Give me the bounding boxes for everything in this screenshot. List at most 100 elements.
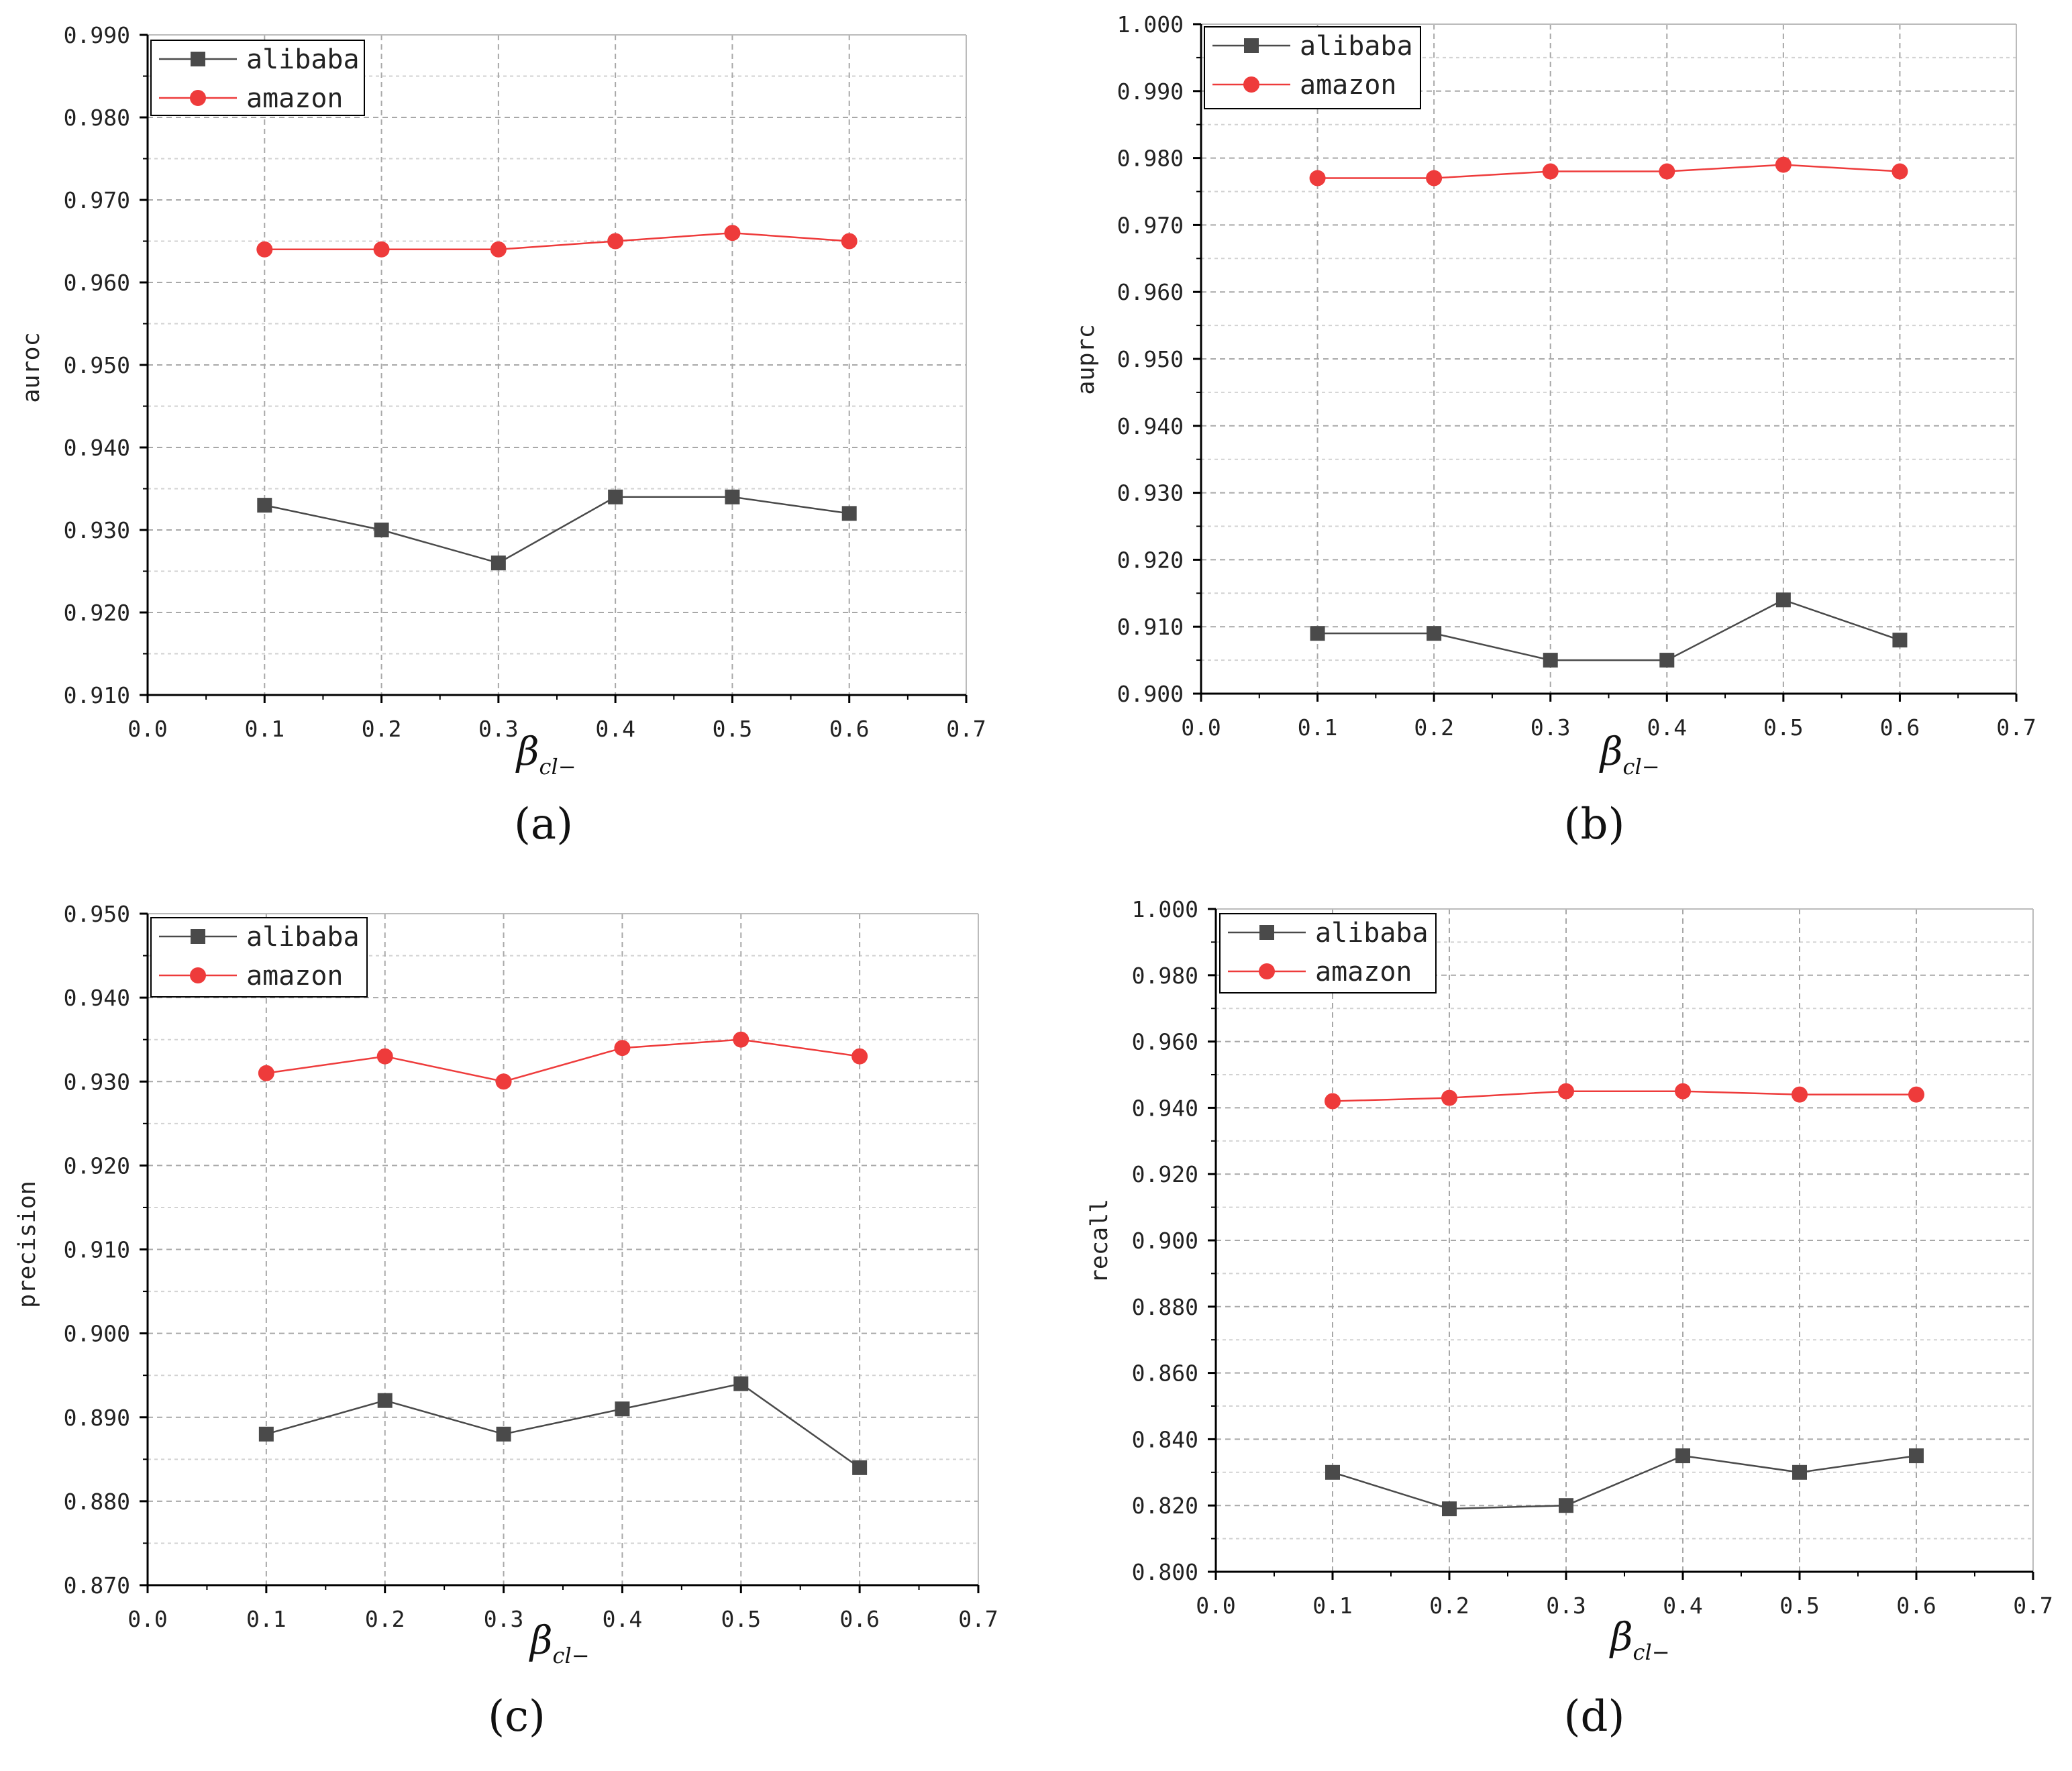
data-point-alibaba [1325,1464,1340,1480]
y-tick-label: 0.960 [64,270,130,296]
data-point-alibaba [258,1426,274,1442]
legend-marker-alibaba [191,929,205,944]
data-point-amazon [490,241,507,258]
data-point-amazon [1441,1089,1457,1106]
x-tick-label: 0.3 [1531,714,1571,741]
x-tick-label: 0.7 [2013,1593,2053,1619]
data-point-amazon [1659,163,1675,180]
data-point-alibaba [1892,633,1908,648]
data-point-alibaba [725,489,740,504]
data-point-alibaba [841,506,857,521]
y-tick-label: 0.930 [64,517,130,543]
x-tick-label: 0.0 [127,1606,168,1632]
series-line-amazon [264,231,849,251]
legend-label-amazon: amazon [1315,957,1412,987]
data-point-alibaba [257,498,272,513]
y-tick-label: 0.880 [1132,1294,1198,1320]
data-point-amazon [841,233,858,250]
x-tick-label: 0.4 [1663,1593,1703,1619]
y-tick-label: 0.970 [1117,212,1184,238]
y-tick-label: 0.900 [1132,1228,1198,1254]
panel-label: (b) [1564,800,1625,849]
data-point-alibaba [496,1426,511,1442]
data-point-alibaba [1909,1448,1924,1464]
data-point-alibaba [374,523,389,537]
series-line-alibaba [266,1383,860,1468]
x-tick-label: 0.2 [1429,1593,1469,1619]
y-tick-label: 0.990 [1117,78,1184,105]
x-tick-label: 0.5 [721,1606,761,1632]
legend-marker-amazon [1243,76,1259,93]
x-tick-label: 0.5 [1763,714,1804,741]
y-tick-label: 0.990 [64,22,130,48]
x-tick-label: 0.2 [365,1606,405,1632]
legend-marker-alibaba [191,52,205,66]
data-point-amazon [607,233,624,250]
y-tick-label: 0.910 [1117,614,1184,640]
y-tick-label: 0.980 [1132,963,1198,989]
y-tick-label: 0.940 [64,985,130,1011]
chart-panel-a: 0.910 0.920 0.930 0.940 0.950 0.960 0.970 0.980… [18,22,986,849]
data-point-alibaba [608,489,623,504]
x-tick-label: 0.1 [1312,1593,1353,1619]
data-point-amazon [1892,163,1908,180]
data-point-alibaba [1675,1448,1690,1464]
x-tick-label: 0.0 [1181,714,1221,741]
y-tick-label: 0.960 [1117,279,1184,305]
y-tick-label: 0.950 [64,901,130,927]
data-point-amazon [1792,1086,1808,1103]
y-tick-label: 0.930 [1117,480,1184,506]
data-point-amazon [1775,156,1792,173]
y-tick-label: 0.860 [1132,1360,1198,1387]
y-tick-label: 0.940 [1132,1095,1198,1121]
legend-label-amazon: amazon [246,961,344,991]
data-point-alibaba [1310,626,1325,641]
y-tick-label: 0.910 [64,682,130,708]
data-point-amazon [256,241,273,258]
data-point-amazon [1558,1083,1574,1099]
legend-label-alibaba: alibaba [246,44,360,75]
x-tick-label: 0.2 [362,716,402,742]
y-axis-label: recall [1086,1199,1113,1283]
panel-label: (c) [488,1692,546,1741]
y-tick-label: 0.970 [64,187,130,213]
y-tick-label: 0.960 [1132,1029,1198,1055]
y-tick-label: 0.930 [64,1069,130,1095]
x-tick-label: 0.3 [478,716,519,742]
panel-label: (d) [1564,1692,1625,1741]
series-line-amazon [1317,164,1900,179]
data-point-amazon [1309,170,1326,186]
x-tick-label: 0.0 [127,716,168,742]
data-point-alibaba [490,555,506,571]
data-point-alibaba [1427,626,1442,641]
x-tick-label: 0.7 [1996,714,2036,741]
y-tick-label: 0.890 [64,1405,130,1431]
chart-panel-c: 0.870 0.880 0.890 0.900 0.910 0.920 0.930 0.940… [14,901,998,1741]
data-point-alibaba [1442,1501,1457,1517]
data-point-amazon [614,1040,631,1057]
y-tick-label: 0.920 [64,600,130,626]
y-tick-label: 0.940 [1117,413,1184,439]
data-point-alibaba [1559,1498,1573,1513]
data-point-alibaba [1659,653,1675,668]
x-tick-label: 0.6 [829,716,870,742]
x-axis-label: βcl− [1609,1614,1670,1665]
x-axis-label: βcl− [515,729,576,780]
data-point-amazon [1908,1086,1924,1103]
y-tick-label: 0.920 [1132,1161,1198,1187]
x-tick-label: 0.4 [603,1606,643,1632]
y-tick-label: 0.980 [64,105,130,131]
y-tick-label: 0.920 [64,1152,130,1179]
data-point-alibaba [1543,653,1558,668]
y-tick-label: 0.840 [1132,1426,1198,1452]
y-tick-label: 1.000 [1117,11,1184,38]
y-tick-label: 0.980 [1117,146,1184,172]
data-point-amazon [495,1073,512,1090]
y-tick-label: 0.910 [64,1237,130,1263]
series-line-alibaba [264,496,849,564]
y-tick-label: 0.900 [64,1321,130,1347]
data-point-amazon [1675,1083,1691,1099]
data-point-amazon [1542,163,1559,180]
legend-label-amazon: amazon [1300,70,1397,101]
data-point-alibaba [1775,592,1791,608]
